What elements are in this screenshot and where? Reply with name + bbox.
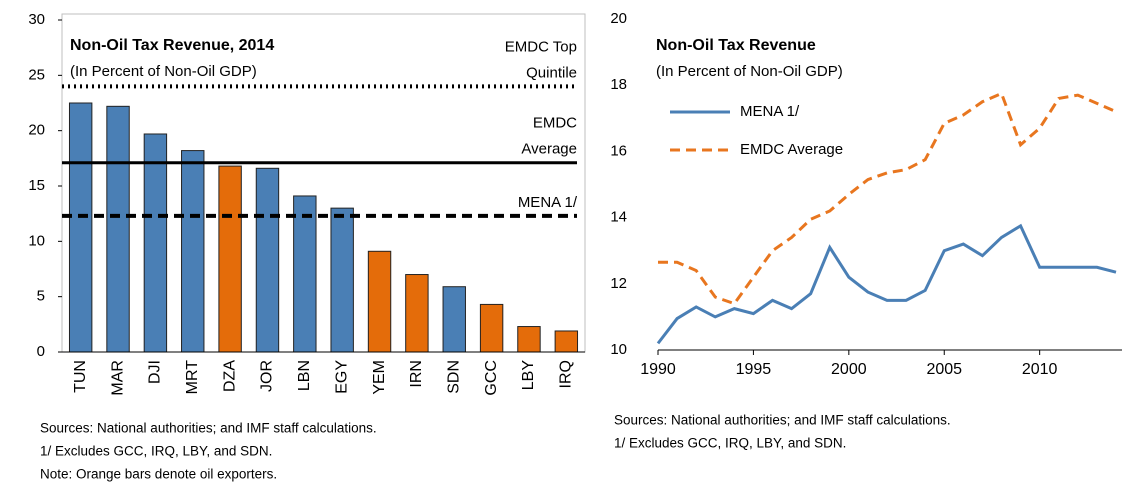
- reference-label: MENA 1/: [518, 194, 578, 211]
- x-tick-label: 2010: [1022, 361, 1058, 378]
- bar: [517, 326, 541, 353]
- bar: [181, 150, 205, 353]
- note: 1/ Excludes GCC, IRQ, LBY, and SDN.: [614, 436, 846, 451]
- y-tick-label: 5: [37, 288, 45, 305]
- reference-label: Quintile: [526, 64, 577, 81]
- series-line: [656, 223, 1117, 345]
- y-tick-label: 20: [610, 10, 627, 27]
- bar: [367, 250, 392, 353]
- bar: [442, 286, 466, 353]
- bar: [255, 167, 280, 353]
- bar: [106, 105, 130, 353]
- note: 1/ Excludes GCC, IRQ, LBY, and SDN.: [40, 444, 272, 459]
- x-tick-label: 2005: [926, 361, 962, 378]
- y-tick-label: 10: [610, 341, 627, 358]
- bar: [479, 303, 504, 353]
- y-tick-label: 18: [610, 76, 627, 93]
- note: Sources: National authorities; and IMF s…: [614, 413, 951, 428]
- bar: [218, 165, 242, 353]
- legend-label: MENA 1/: [740, 103, 800, 120]
- y-tick-label: 30: [28, 11, 45, 28]
- x-tick-label: 1990: [640, 361, 676, 378]
- y-tick-label: 12: [610, 275, 627, 292]
- y-tick-label: 20: [28, 122, 45, 139]
- x-tick-label: LBN: [296, 360, 313, 391]
- x-tick-label: YEM: [371, 360, 388, 395]
- x-tick-label: MAR: [109, 360, 126, 396]
- chart-title: Non-Oil Tax Revenue, 2014: [70, 37, 274, 54]
- x-tick-label: JOR: [259, 360, 276, 392]
- bar: [143, 133, 168, 353]
- y-tick-label: 14: [610, 209, 627, 226]
- x-tick-label: DJI: [147, 360, 164, 384]
- bar: [330, 207, 354, 353]
- x-tick-label: 2000: [831, 361, 867, 378]
- x-tick-label: MRT: [184, 360, 201, 395]
- y-tick-label: 15: [28, 177, 45, 194]
- x-tick-label: EGY: [333, 360, 350, 394]
- bar: [293, 195, 317, 353]
- series-line: [658, 91, 1117, 306]
- bar: [405, 274, 429, 353]
- y-tick-label: 16: [610, 142, 627, 159]
- bar: [68, 102, 93, 353]
- chart-subtitle: (In Percent of Non-Oil GDP): [70, 63, 257, 80]
- x-tick-label: IRQ: [558, 360, 575, 388]
- legend-label: EMDC Average: [740, 141, 843, 158]
- reference-label: EMDC Top: [505, 38, 577, 55]
- x-tick-label: GCC: [483, 360, 500, 396]
- reference-label: EMDC: [533, 115, 577, 132]
- y-tick-label: 10: [28, 232, 45, 249]
- bar: [554, 330, 579, 353]
- y-tick-label: 0: [37, 343, 45, 360]
- y-tick-label: 25: [28, 66, 45, 83]
- chart-title: Non-Oil Tax Revenue: [656, 37, 816, 54]
- x-tick-label: 1995: [736, 361, 772, 378]
- x-tick-label: TUN: [72, 360, 89, 393]
- note: Note: Orange bars denote oil exporters.: [40, 467, 277, 482]
- x-tick-label: LBY: [520, 360, 537, 391]
- note: Sources: National authorities; and IMF s…: [40, 421, 377, 436]
- x-tick-label: DZA: [221, 360, 238, 392]
- x-tick-label: IRN: [408, 360, 425, 388]
- x-tick-label: SDN: [445, 360, 462, 394]
- chart-subtitle: (In Percent of Non-Oil GDP): [656, 63, 843, 80]
- reference-label: Average: [521, 141, 577, 158]
